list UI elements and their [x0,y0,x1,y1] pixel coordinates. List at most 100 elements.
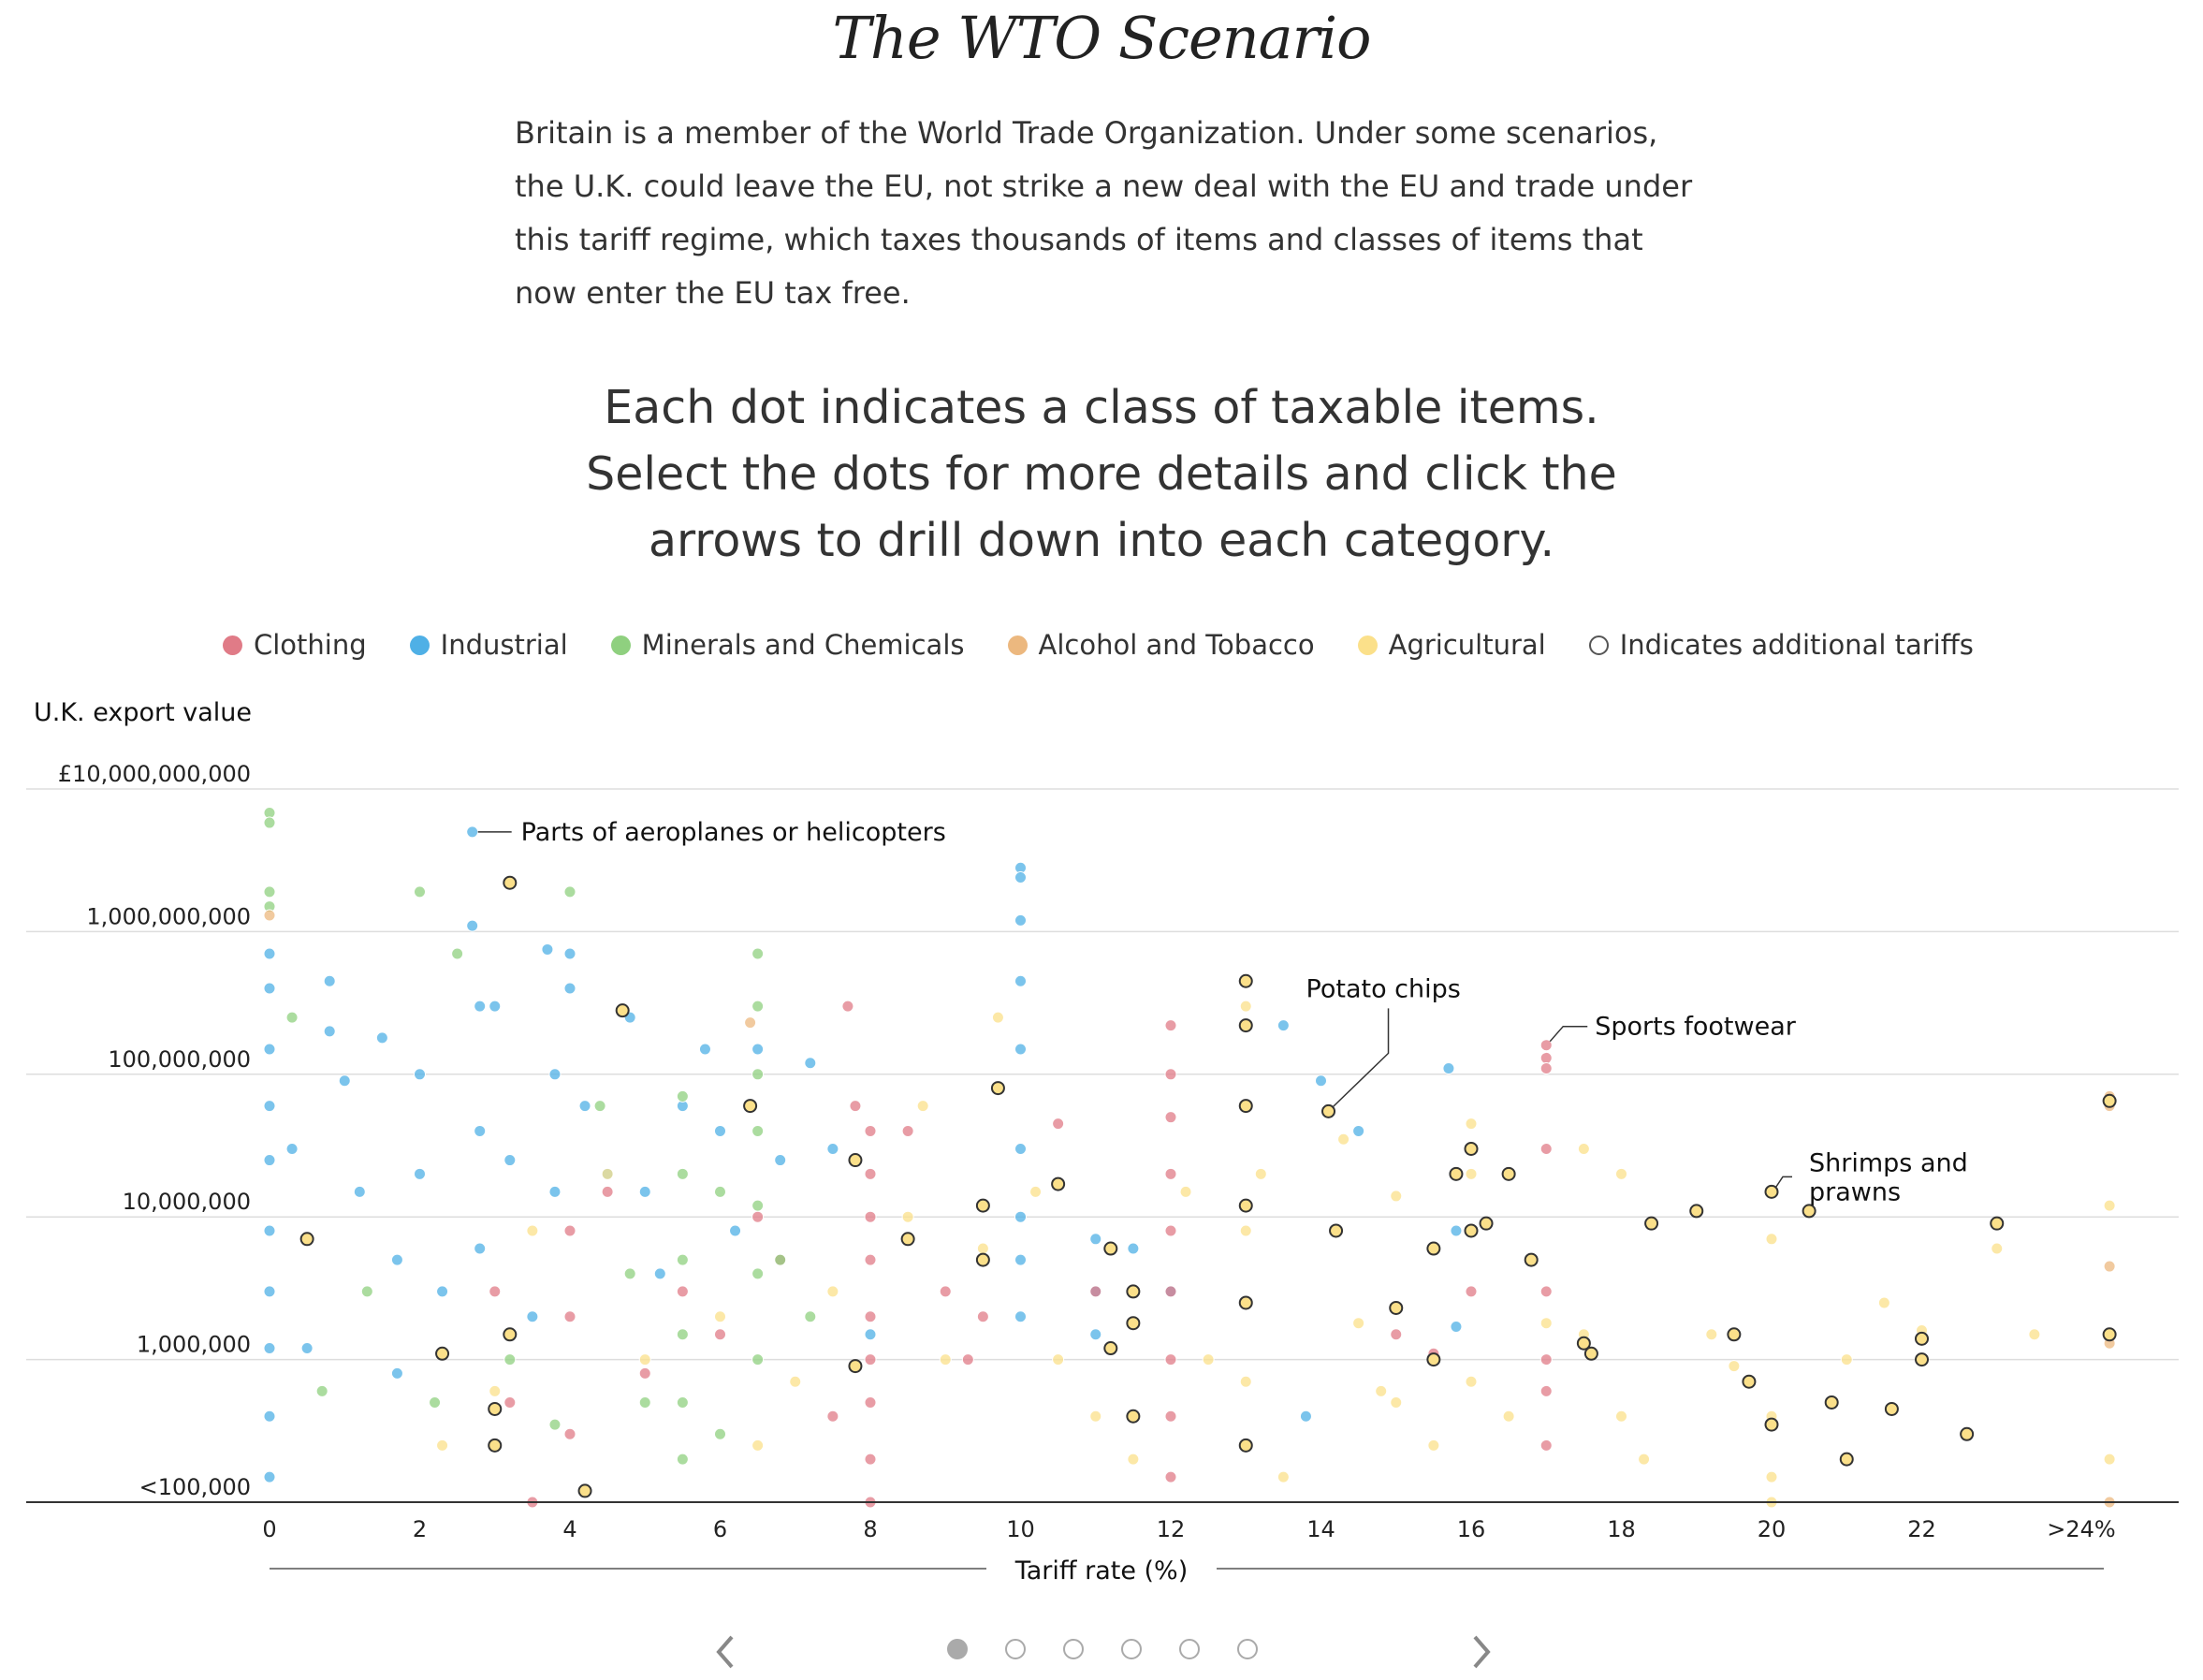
data-point [1164,1167,1177,1180]
x-tick-label: 4 [562,1516,576,1542]
data-point [676,1328,689,1341]
annotation-label: Potato chips [1306,974,1461,1003]
data-point [676,1395,689,1409]
data-point [698,1043,711,1056]
data-point [414,1167,426,1180]
page-dot[interactable] [1121,1639,1142,1659]
data-point [864,1210,877,1223]
data-point [1051,1176,1066,1191]
data-point [2028,1328,2041,1341]
data-point [263,1043,276,1056]
y-tick-label: 100,000,000 [108,1046,251,1073]
page-dot[interactable] [1179,1639,1200,1659]
legend-swatch [610,635,631,655]
legend-swatch [1357,635,1378,655]
data-point [578,1100,591,1113]
data-point [1465,1375,1478,1388]
previous-arrow-button[interactable] [711,1633,739,1671]
data-point [1238,1099,1253,1114]
data-point [1375,1384,1388,1397]
data-point [751,1353,765,1366]
x-tick-label: 20 [1758,1516,1787,1542]
data-point [1539,1039,1553,1052]
legend-swatch [1007,635,1028,655]
data-point [1539,1061,1553,1074]
chart-title: The WTO Scenario [832,4,1372,72]
data-point [1577,1142,1590,1155]
data-point [744,1016,757,1030]
data-point [1539,1285,1553,1298]
data-point [489,1384,502,1397]
data-point [676,1089,689,1103]
data-point [1539,1353,1553,1366]
data-point [976,1242,989,1255]
data-point [1029,1185,1043,1198]
data-point [714,1328,726,1341]
chevron-right-icon [1473,1635,1491,1669]
data-point [263,1342,276,1355]
data-point [1014,1142,1027,1155]
data-point [526,1224,539,1237]
next-arrow-button[interactable] [1467,1633,1495,1671]
data-points [263,807,2117,1509]
x-axis-title: Tariff rate (%) [1014,1556,1189,1585]
data-point [774,1253,787,1266]
data-point [1352,1317,1365,1330]
data-point [1638,1453,1651,1466]
data-point [474,1000,487,1013]
data-point [1501,1166,1516,1181]
data-point [789,1375,802,1388]
page-dot[interactable] [1005,1639,1026,1659]
x-tick-label: 6 [713,1516,727,1542]
data-point [1728,1360,1741,1373]
data-point [1089,1410,1102,1423]
data-point [1426,1352,1441,1367]
data-point [848,1359,863,1374]
grid-lines [26,788,2179,1361]
x-tick-label: 22 [1907,1516,1936,1542]
data-point [1238,1295,1253,1310]
data-point [676,1285,689,1298]
data-point [1539,1384,1553,1397]
data-point [714,1185,726,1198]
data-point [1014,1210,1027,1223]
data-point [1014,870,1027,884]
data-point [1426,1241,1441,1256]
data-point [1689,1204,1704,1219]
data-point [1427,1439,1440,1452]
data-point [864,1124,877,1137]
data-point [623,1267,636,1280]
data-point [548,1068,562,1081]
data-point [563,982,576,995]
legend: Clothing Industrial Minerals and Chemicals… [223,629,2017,661]
legend-item: Indicates additional tariffs [1588,629,1974,661]
data-point [1238,1438,1253,1453]
data-point [1442,1061,1455,1074]
x-tick-label: 16 [1457,1516,1486,1542]
data-point [1991,1242,2004,1255]
data-point [1103,1341,1118,1356]
data-point [1464,1141,1479,1156]
annotations: Parts of aeroplanes or helicopters Potato… [477,818,1968,1206]
data-point [1465,1167,1478,1180]
data-point [1450,1224,1463,1237]
page-dot[interactable] [1063,1639,1084,1659]
data-point [751,1043,765,1056]
data-point [751,1000,765,1013]
data-point [1450,1320,1463,1333]
data-point [826,1410,839,1423]
legend-label: Indicates additional tariffs [1619,629,1974,661]
page-dot[interactable] [1237,1639,1258,1659]
data-point [1164,1111,1177,1124]
data-point [285,1142,299,1155]
data-point [563,885,576,898]
data-point [601,1167,614,1180]
legend-label: Industrial [440,629,568,661]
data-point [1539,1051,1553,1064]
data-point [1315,1074,1327,1088]
data-point [961,1353,974,1366]
page-dot[interactable] [947,1639,968,1659]
data-point [414,885,426,898]
data-point [676,1167,689,1180]
data-point [1502,1410,1515,1423]
